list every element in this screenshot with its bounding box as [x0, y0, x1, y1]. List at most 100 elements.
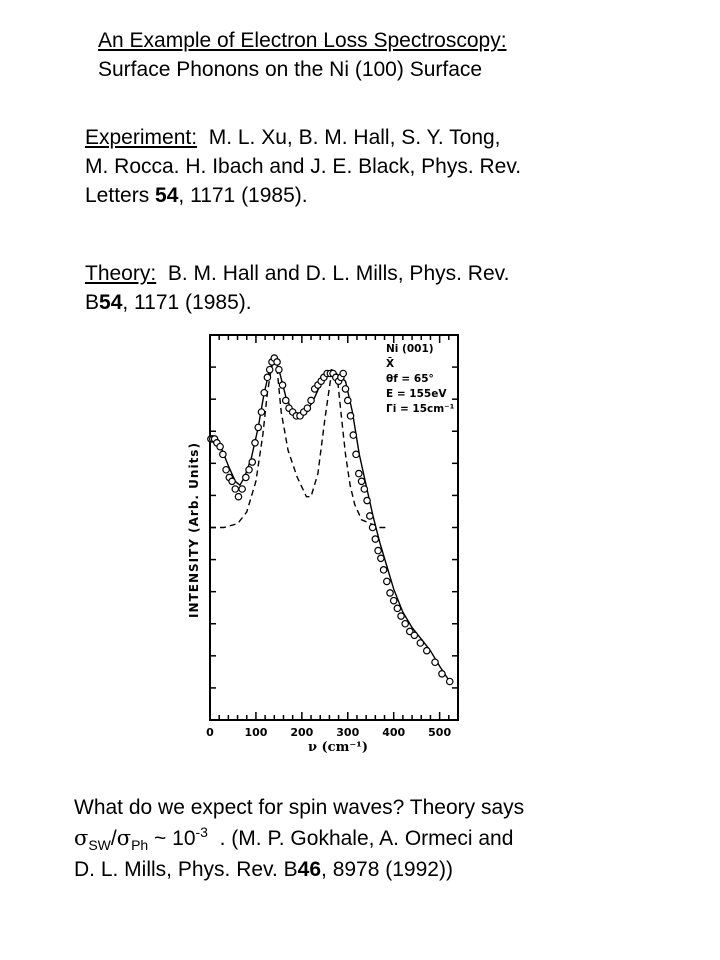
note-citation-1: . (M. P. Gokhale, A. Ormeci and: [207, 827, 514, 850]
data-point: [368, 523, 377, 532]
data-point: [383, 577, 391, 586]
data-point: [397, 612, 405, 620]
data-point: [234, 492, 243, 501]
data-point: [265, 365, 274, 374]
data-point: [238, 485, 246, 493]
data-point: [349, 431, 358, 439]
x-tick-label: 0: [206, 726, 214, 739]
dashed-curve-layer: [210, 357, 390, 529]
sigma-symbol-1: σ: [74, 826, 89, 850]
data-point: [251, 439, 259, 447]
data-point: [374, 546, 382, 555]
legend-entry: Ni (001): [386, 343, 434, 355]
note-line-1: What do we expect for spin waves? Theory…: [74, 796, 525, 819]
note-line-3: D. L. Mills, Phys. Rev. B46, 8978 (1992)…: [74, 854, 524, 885]
experiment-volume: 54: [155, 184, 179, 207]
experiment-journal: Letters: [85, 184, 156, 207]
note-citation-2: D. L. Mills, Phys. Rev. B: [74, 858, 298, 881]
data-point: [242, 473, 250, 482]
sub-ph: Ph: [131, 837, 149, 854]
data-point: [389, 596, 398, 605]
exponent: -3: [195, 824, 208, 840]
note-line-2: σSW/σPh ~ 10-3 . (M. P. Gokhale, A. Orme…: [74, 823, 524, 854]
slide-title: An Example of Electron Loss Spectroscopy…: [98, 26, 507, 84]
theory-pages: , 1171 (1985).: [122, 291, 252, 314]
theory-dashed-curve: [210, 357, 390, 529]
theory-authors: B. M. Hall and D. L. Mills, Phys. Rev.: [156, 262, 510, 285]
data-point: [222, 465, 230, 474]
data-point: [273, 358, 281, 366]
data-point: [371, 535, 380, 543]
ratio-slash: /: [110, 827, 117, 850]
data-point: [254, 423, 263, 432]
data-point: [438, 669, 446, 678]
sub-sw: SW: [88, 837, 111, 854]
data-point: [346, 412, 355, 420]
data-point: [219, 450, 227, 459]
experiment-authors-2: M. Rocca. H. Ibach and J. E. Black, Phys…: [85, 155, 522, 178]
data-point: [260, 388, 268, 397]
experiment-pages: , 1171 (1985).: [178, 184, 308, 207]
title-line-1: An Example of Electron Loss Spectroscopy…: [98, 29, 507, 52]
data-point: [363, 496, 371, 505]
experiment-authors-1: M. L. Xu, B. M. Hall, S. Y. Tong,: [197, 126, 501, 149]
note-pages: , 8978 (1992)): [321, 858, 453, 881]
experiment-label: Experiment:: [85, 126, 198, 149]
data-point: [379, 566, 388, 574]
data-point: [263, 373, 272, 382]
axis-ticks: [209, 335, 459, 720]
phonon-spectrum-chart: INTENSITY (Arb. Units) ν (cm⁻¹) 0 100 200 3…: [187, 334, 459, 755]
data-point: [360, 485, 369, 493]
legend-entry: X̄: [386, 357, 394, 370]
data-point: [352, 450, 360, 459]
x-tick-label: 100: [244, 726, 267, 739]
data-point: [257, 408, 266, 416]
data-point: [393, 604, 402, 613]
data-point: [410, 631, 419, 640]
legend-entry: θf = 65°: [386, 373, 434, 385]
data-point: [366, 512, 374, 520]
theory-label: Theory:: [85, 262, 157, 285]
data-point: [278, 381, 287, 389]
x-tick-label: 500: [428, 726, 451, 739]
legend-entry: Γi = 15cm⁻¹: [386, 403, 455, 415]
theory-reference: Theory: B. M. Hall and D. L. Mills, Phys…: [85, 259, 509, 317]
x-axis-label: ν (cm⁻¹): [308, 740, 368, 755]
theory-volume: 54: [99, 291, 123, 314]
data-point: [355, 469, 363, 478]
data-point: [416, 639, 425, 647]
data-point: [386, 589, 394, 597]
x-tick-label: 400: [382, 726, 405, 739]
y-axis-label: INTENSITY (Arb. Units): [187, 442, 201, 618]
approx-value: ~ 10: [148, 827, 196, 850]
title-line-2: Surface Phonons on the Ni (100) Surface: [98, 58, 483, 81]
theory-journal: B: [85, 291, 100, 314]
data-point: [216, 442, 224, 451]
x-tick-label: 300: [336, 726, 359, 739]
x-tick-labels: 0 100 200 300 400 500: [206, 726, 451, 739]
data-point: [445, 677, 454, 686]
spin-wave-note: What do we expect for spin waves? Theory…: [74, 792, 524, 885]
data-point: [307, 396, 315, 405]
legend: Ni (001) X̄ θf = 65° E = 155eV Γi = 15cm⁻¹: [386, 343, 455, 415]
data-point: [303, 404, 312, 412]
data-point: [401, 619, 409, 628]
note-volume: 46: [297, 858, 322, 881]
data-point: [339, 369, 347, 378]
data-point: [343, 396, 352, 405]
data-point: [231, 485, 240, 493]
data-point: [228, 477, 236, 486]
sigma-symbol-2: σ: [116, 826, 132, 850]
experiment-reference: Experiment: M. L. Xu, B. M. Hall, S. Y. …: [85, 123, 521, 210]
x-tick-label: 200: [290, 726, 313, 739]
data-point: [275, 365, 283, 374]
data-point: [422, 646, 431, 655]
legend-entry: E = 155eV: [386, 388, 447, 400]
data-point: [245, 465, 253, 474]
data-point: [377, 554, 385, 563]
data-point: [357, 477, 366, 486]
data-point: [281, 396, 290, 405]
data-points-layer: [207, 354, 454, 686]
data-point: [431, 658, 439, 667]
data-point: [248, 458, 257, 466]
